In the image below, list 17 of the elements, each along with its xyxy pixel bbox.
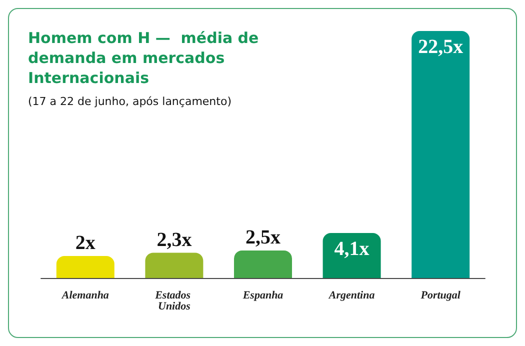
data-label: 2,3x <box>156 228 192 251</box>
bar <box>145 252 204 278</box>
x-tick-label: Argentina <box>328 290 376 302</box>
x-tick-label: Alemanha <box>60 290 110 302</box>
x-tick-label: Espanha <box>242 290 284 302</box>
bar <box>412 31 470 278</box>
bar <box>322 232 381 278</box>
x-tick-label: Portugal <box>420 290 462 302</box>
text: (17 a 22 de junho, após lançamento) <box>28 95 232 108</box>
x-tick-label: Estados Unidos <box>154 290 194 312</box>
data-label: 2x <box>75 232 96 254</box>
bar <box>56 256 114 278</box>
text: Homem com H — média de demanda em mercados Internacionais <box>28 29 264 87</box>
data-label: 22,5x <box>418 36 464 58</box>
bar <box>234 250 292 278</box>
data-label: 4,1x <box>334 238 370 260</box>
data-label: 2,5x <box>246 226 280 249</box>
